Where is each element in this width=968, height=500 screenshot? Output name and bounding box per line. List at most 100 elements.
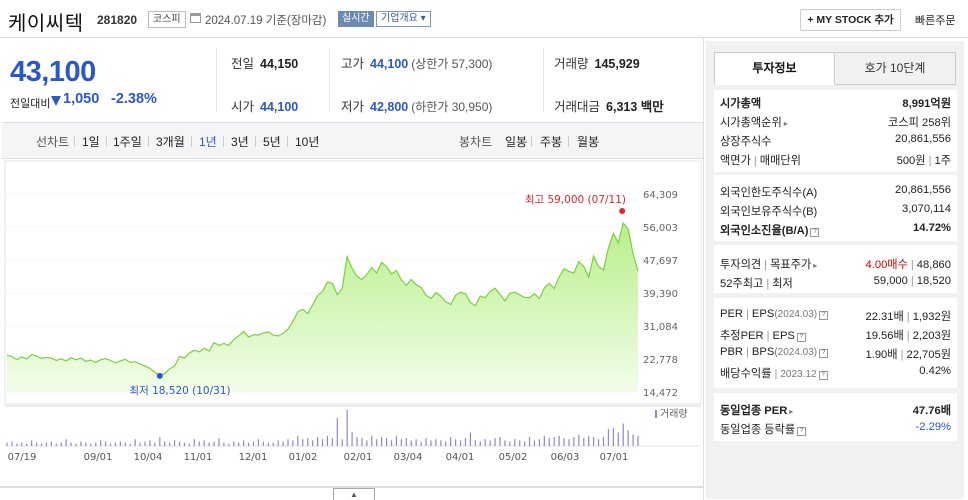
current-price: 43,100 [10, 56, 96, 88]
volume-bar [40, 443, 43, 446]
volume-bar [213, 441, 215, 446]
volume-bar [198, 441, 200, 446]
price-chart[interactable]: 64,309 56,003 47,697 39,390 31,084 22,778 14,4… [0, 159, 703, 500]
volume-bar [272, 442, 274, 446]
quick-order-link[interactable]: 빠른주문 [915, 15, 956, 27]
volume-bar [474, 440, 476, 446]
volume-bar [459, 440, 462, 446]
y-tick-label: 22,778 [643, 355, 678, 366]
help-icon[interactable]: ? [819, 349, 829, 358]
stock-header: 케이씨텍 281820 코스피 2024.07.19 기준(장마감) 실시간 기… [0, 0, 968, 38]
candle-daily[interactable]: 일봉 [505, 135, 528, 149]
tab-investment-info[interactable]: 투자정보 [714, 52, 835, 85]
foreign-limit-row: 외국인한도주식수(A) 20,861,556 [720, 184, 951, 199]
candle-monthly[interactable]: 월봉 [577, 135, 600, 149]
volume-bar [307, 438, 309, 446]
market-cap-row: 시가총액 8,991억원 [720, 98, 951, 110]
volume-bar [16, 443, 18, 446]
volume-bar [351, 432, 353, 446]
volume-bar [144, 441, 146, 446]
volume-bar [31, 440, 33, 446]
market-badge: 코스피 [148, 11, 186, 28]
volume-bar [568, 439, 570, 446]
help-icon[interactable]: ? [819, 311, 829, 320]
volume-bar [326, 435, 329, 446]
volume-bar [228, 443, 230, 446]
volume-bar [302, 439, 304, 446]
candle-weekly[interactable]: 주봉 [540, 135, 563, 149]
volume-legend-swatch [655, 410, 657, 418]
period-1d[interactable]: 1일 [82, 135, 100, 149]
volume-bar [479, 441, 481, 446]
line-chart-title: 선차트 [36, 135, 70, 149]
period-1w[interactable]: 1주일 [113, 135, 142, 149]
volume-bar [445, 441, 447, 446]
volume-bar [203, 440, 205, 446]
volume-bar [563, 438, 565, 446]
volume-bar [361, 438, 363, 446]
shares-row: 상장주식수 20,861,556 [720, 133, 951, 148]
volume-bar [124, 442, 126, 446]
prev-close: 전일 44,150 [231, 57, 299, 71]
help-icon[interactable]: ? [797, 427, 807, 436]
volume-bar [114, 442, 117, 446]
tab-orderbook-10[interactable]: 호가 10단계 [835, 52, 956, 85]
x-tick-label: 12/01 [239, 452, 268, 463]
collapse-chart-button[interactable]: ▲ [333, 488, 375, 500]
volume-bar [134, 439, 136, 446]
volume-bar [612, 428, 614, 446]
est-per-row: 추정PER | EPS? 19.56배 | 2,203원 [720, 330, 951, 342]
candle-chart-title: 봉차트 [459, 135, 493, 149]
price-chart-svg[interactable]: 64,309 56,003 47,697 39,390 31,084 22,778 14,4… [0, 159, 703, 500]
period-1y[interactable]: 1년 [199, 135, 217, 149]
volume-bar [346, 410, 348, 446]
volume-bar [75, 443, 77, 446]
y-tick-label: 64,309 [643, 190, 678, 201]
volume-bar [60, 442, 62, 446]
realtime-badge[interactable]: 실시간 [338, 11, 374, 27]
volume-bar [223, 442, 225, 446]
volume-bar [484, 439, 486, 446]
volume-bar [21, 442, 23, 446]
volume-bar [489, 440, 491, 446]
foreign-section: 외국인한도주식수(A) 20,861,556 외국인보유주식수(B) 3,070,1… [714, 175, 957, 241]
period-10y[interactable]: 10년 [295, 135, 320, 149]
divider [216, 48, 217, 112]
x-tick-label: 02/01 [344, 452, 373, 463]
volume: 거래량 145,929 [554, 57, 640, 71]
volume-bar [35, 442, 38, 446]
help-icon[interactable]: ? [796, 333, 806, 342]
help-icon[interactable]: ? [818, 371, 828, 380]
volume-bar [420, 441, 422, 446]
volume-bar [356, 437, 358, 446]
volume-bar [450, 437, 452, 446]
help-icon[interactable]: ? [810, 228, 820, 237]
volume-bar [208, 442, 210, 446]
volume-bar [371, 435, 373, 446]
period-3m[interactable]: 3개월 [156, 135, 185, 149]
volume-bar [154, 442, 156, 446]
investment-info-panel: 투자정보 호가 10단계 시가총액 8,991억원 시가총액순위 ▸ 코스피 258위… [703, 38, 968, 500]
company-overview-dropdown[interactable]: 기업개요 ▾ [376, 11, 431, 27]
x-tick-label: 01/02 [289, 452, 318, 463]
volume-bar [405, 438, 407, 446]
market-cap-rank-row[interactable]: 시가총액순위 ▸ 코스피 258위 [720, 117, 951, 129]
volume-bar [381, 437, 383, 446]
add-my-stock-button[interactable]: + MY STOCK 추가 [800, 9, 901, 31]
volume-bar [632, 434, 634, 446]
volume-bar [282, 441, 284, 446]
sector-section: 동일업종 PER ▸ 47.76배 동일업종 등락률? -2.29% [714, 393, 957, 441]
sector-per-row[interactable]: 동일업종 PER ▸ 47.76배 [720, 405, 951, 417]
opinion-section: 투자의견 | 목표주가 ▸ 4.00매수 | 48,860 52주최고 | 최저 59,000 | 1… [714, 245, 957, 293]
x-tick-label: 09/01 [84, 452, 113, 463]
volume-bar [218, 438, 220, 446]
trade-amount: 거래대금 6,313 백만 [554, 100, 664, 114]
y-tick-label: 14,472 [643, 388, 678, 399]
down-triangle-icon [51, 96, 61, 106]
volume-bar [538, 439, 541, 446]
day-low: 저가 42,800 (하한가 30,950) [341, 100, 493, 114]
period-3y[interactable]: 3년 [231, 135, 249, 149]
sector-change-row[interactable]: 동일업종 등락률? -2.29% [720, 421, 951, 436]
volume-bar [519, 440, 521, 446]
period-5y[interactable]: 5년 [263, 135, 281, 149]
